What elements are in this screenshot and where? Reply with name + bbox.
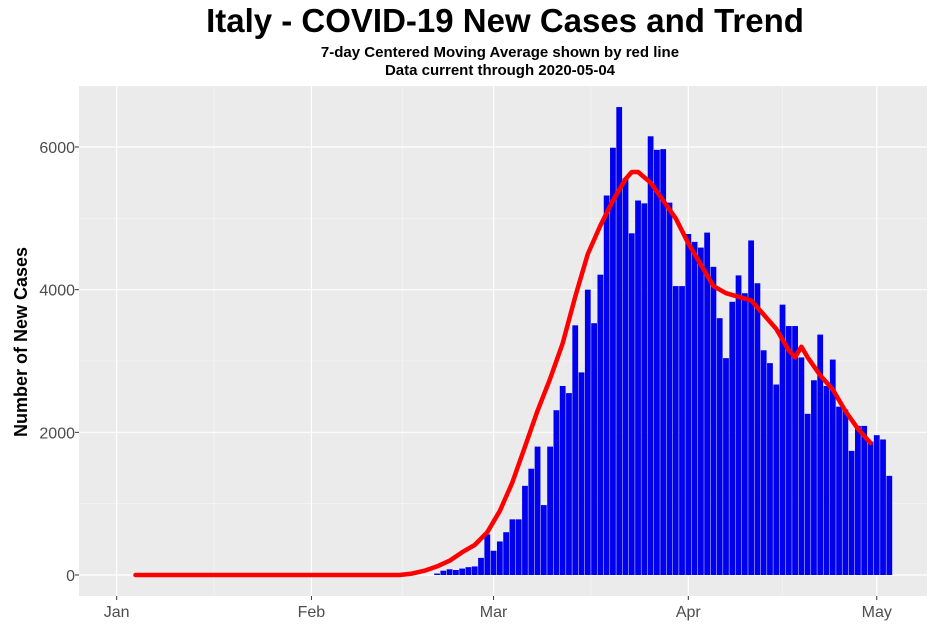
bar xyxy=(434,573,440,575)
bar xyxy=(855,425,861,575)
bar xyxy=(515,519,522,575)
bar xyxy=(672,286,679,575)
bar xyxy=(547,446,554,575)
bar xyxy=(553,410,560,575)
bar xyxy=(729,301,736,575)
x-tick-label: Mar xyxy=(480,604,508,621)
bar xyxy=(886,475,893,575)
bar xyxy=(522,485,528,575)
x-axis: Jan Feb Mar Apr May xyxy=(104,596,892,621)
x-tick-label: Feb xyxy=(298,604,326,621)
bar xyxy=(679,286,685,575)
bar xyxy=(496,541,503,575)
bar xyxy=(848,450,855,575)
bar xyxy=(817,334,824,575)
bar xyxy=(647,136,654,576)
bar xyxy=(861,425,868,575)
x-tick-label: Apr xyxy=(676,604,702,621)
bar xyxy=(792,326,798,575)
bar xyxy=(471,566,478,575)
bar xyxy=(829,359,836,575)
bar xyxy=(503,532,510,575)
bar xyxy=(867,441,874,575)
bar xyxy=(465,567,472,575)
bar xyxy=(509,519,516,575)
bar xyxy=(490,550,497,575)
x-tick-label: May xyxy=(862,604,892,621)
y-axis: 0 2000 4000 6000 xyxy=(39,140,79,585)
bar xyxy=(591,323,597,575)
bar xyxy=(873,435,880,575)
y-axis-label: Number of New Cases xyxy=(11,247,31,437)
bar xyxy=(616,107,623,575)
bar xyxy=(823,385,830,575)
bar xyxy=(540,505,547,575)
bar xyxy=(685,234,692,575)
bar xyxy=(666,202,673,575)
bar xyxy=(723,358,729,575)
bar xyxy=(798,357,805,575)
bar xyxy=(880,439,886,575)
bar xyxy=(622,178,629,576)
chart-subtitle-line-1: 7-day Centered Moving Average shown by r… xyxy=(320,44,680,61)
bar xyxy=(748,240,755,576)
x-tick-label: Jan xyxy=(104,604,130,621)
y-tick-label: 4000 xyxy=(39,283,75,300)
bar xyxy=(584,289,591,575)
bar xyxy=(572,325,579,575)
y-tick-label: 6000 xyxy=(39,140,75,157)
bar xyxy=(459,568,466,575)
y-tick-label: 0 xyxy=(66,568,75,585)
bar xyxy=(741,293,748,575)
bar xyxy=(767,363,773,575)
chart-title: Italy - COVID-19 New Cases and Trend xyxy=(206,2,804,39)
bar xyxy=(534,446,541,575)
bar xyxy=(578,372,585,575)
bar xyxy=(452,570,459,575)
bar xyxy=(704,232,711,575)
bar xyxy=(484,534,491,575)
bar-series xyxy=(434,107,893,576)
bar xyxy=(754,283,761,575)
bar xyxy=(773,384,780,575)
bar xyxy=(716,318,723,575)
bar xyxy=(440,570,447,575)
bar xyxy=(697,247,704,575)
bar xyxy=(654,149,660,575)
bar xyxy=(811,380,817,575)
bar xyxy=(710,266,717,575)
y-tick-label: 2000 xyxy=(39,425,75,442)
bar xyxy=(559,385,566,575)
bar xyxy=(610,147,616,576)
bar xyxy=(785,326,792,575)
bar xyxy=(597,274,604,575)
bar xyxy=(760,350,767,575)
bar xyxy=(566,393,572,575)
bar xyxy=(635,200,641,575)
trend-line xyxy=(133,169,873,578)
bar xyxy=(691,241,698,575)
bar xyxy=(478,557,484,575)
bar xyxy=(779,304,786,575)
bar xyxy=(641,203,648,575)
bar xyxy=(628,233,635,575)
bar xyxy=(603,195,610,576)
bar xyxy=(735,275,742,575)
bar xyxy=(446,569,453,575)
chart-subtitle-line-2: Data current through 2020-05-04 xyxy=(384,62,616,79)
bar xyxy=(836,406,842,575)
bar xyxy=(804,413,811,575)
bar xyxy=(842,409,849,575)
bar xyxy=(660,149,667,575)
bar xyxy=(528,468,535,575)
